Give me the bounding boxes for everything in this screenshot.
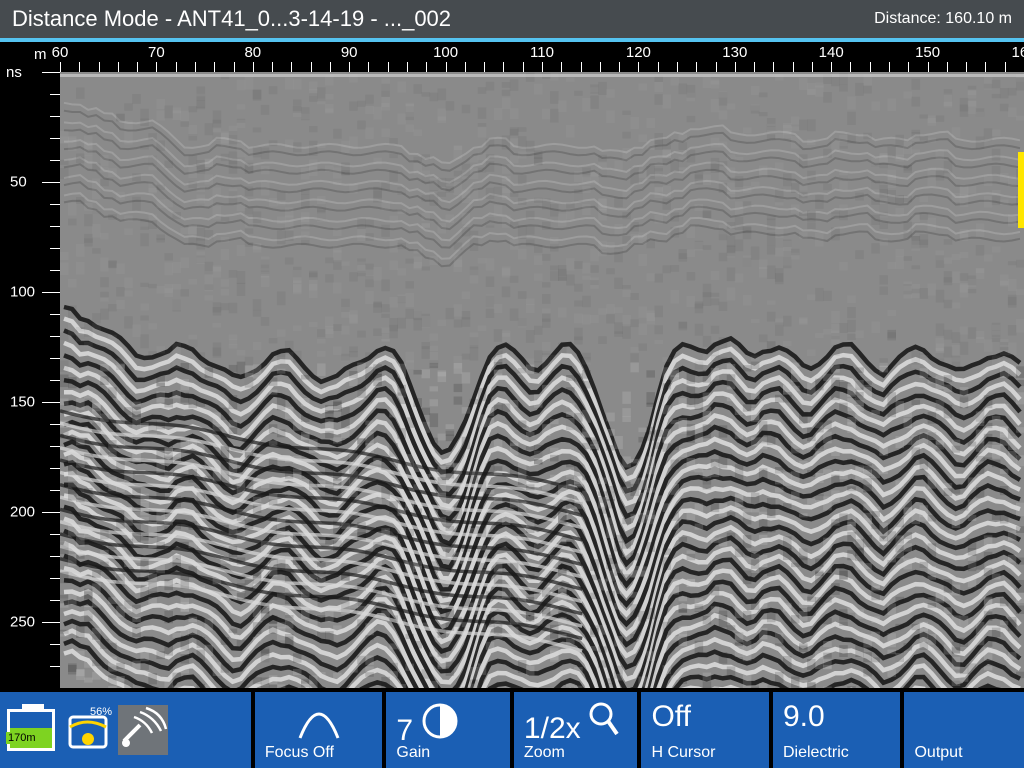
distance-readout: Distance: 160.10 m [874, 10, 1012, 28]
y-axis: 50100150200250 [0, 72, 60, 688]
focus-icon [296, 702, 342, 740]
title-text: Distance Mode - ANT41_0...3-14-19 - ..._… [12, 6, 451, 32]
zoom-button[interactable]: 1/2x Zoom [514, 692, 638, 768]
time-zero-marker[interactable] [1018, 152, 1024, 228]
gps-icon [116, 703, 170, 757]
status-panel: 170m 56% [0, 692, 251, 768]
hcursor-button[interactable]: Off H Cursor [641, 692, 769, 768]
x-axis: 60708090100110120130140150160 [60, 42, 1024, 72]
output-button[interactable]: Output [904, 692, 1024, 768]
scan-viewport[interactable]: m ns 60708090100110120130140150160 50100… [0, 42, 1024, 688]
radargram [60, 72, 1024, 688]
title-bar: Distance Mode - ANT41_0...3-14-19 - ..._… [0, 0, 1024, 42]
storage-icon: 56% [60, 703, 114, 757]
focus-button[interactable]: Focus Off [255, 692, 383, 768]
magnifier-icon [589, 702, 619, 738]
bottom-toolbar: 170m 56% Focus Off 7 [0, 688, 1024, 768]
dielectric-button[interactable]: 9.0 Dielectric [773, 692, 901, 768]
gain-button[interactable]: 7 Gain [386, 692, 510, 768]
contrast-icon [421, 702, 459, 740]
battery-icon: 170m [4, 703, 58, 757]
svg-text:56%: 56% [90, 706, 112, 718]
